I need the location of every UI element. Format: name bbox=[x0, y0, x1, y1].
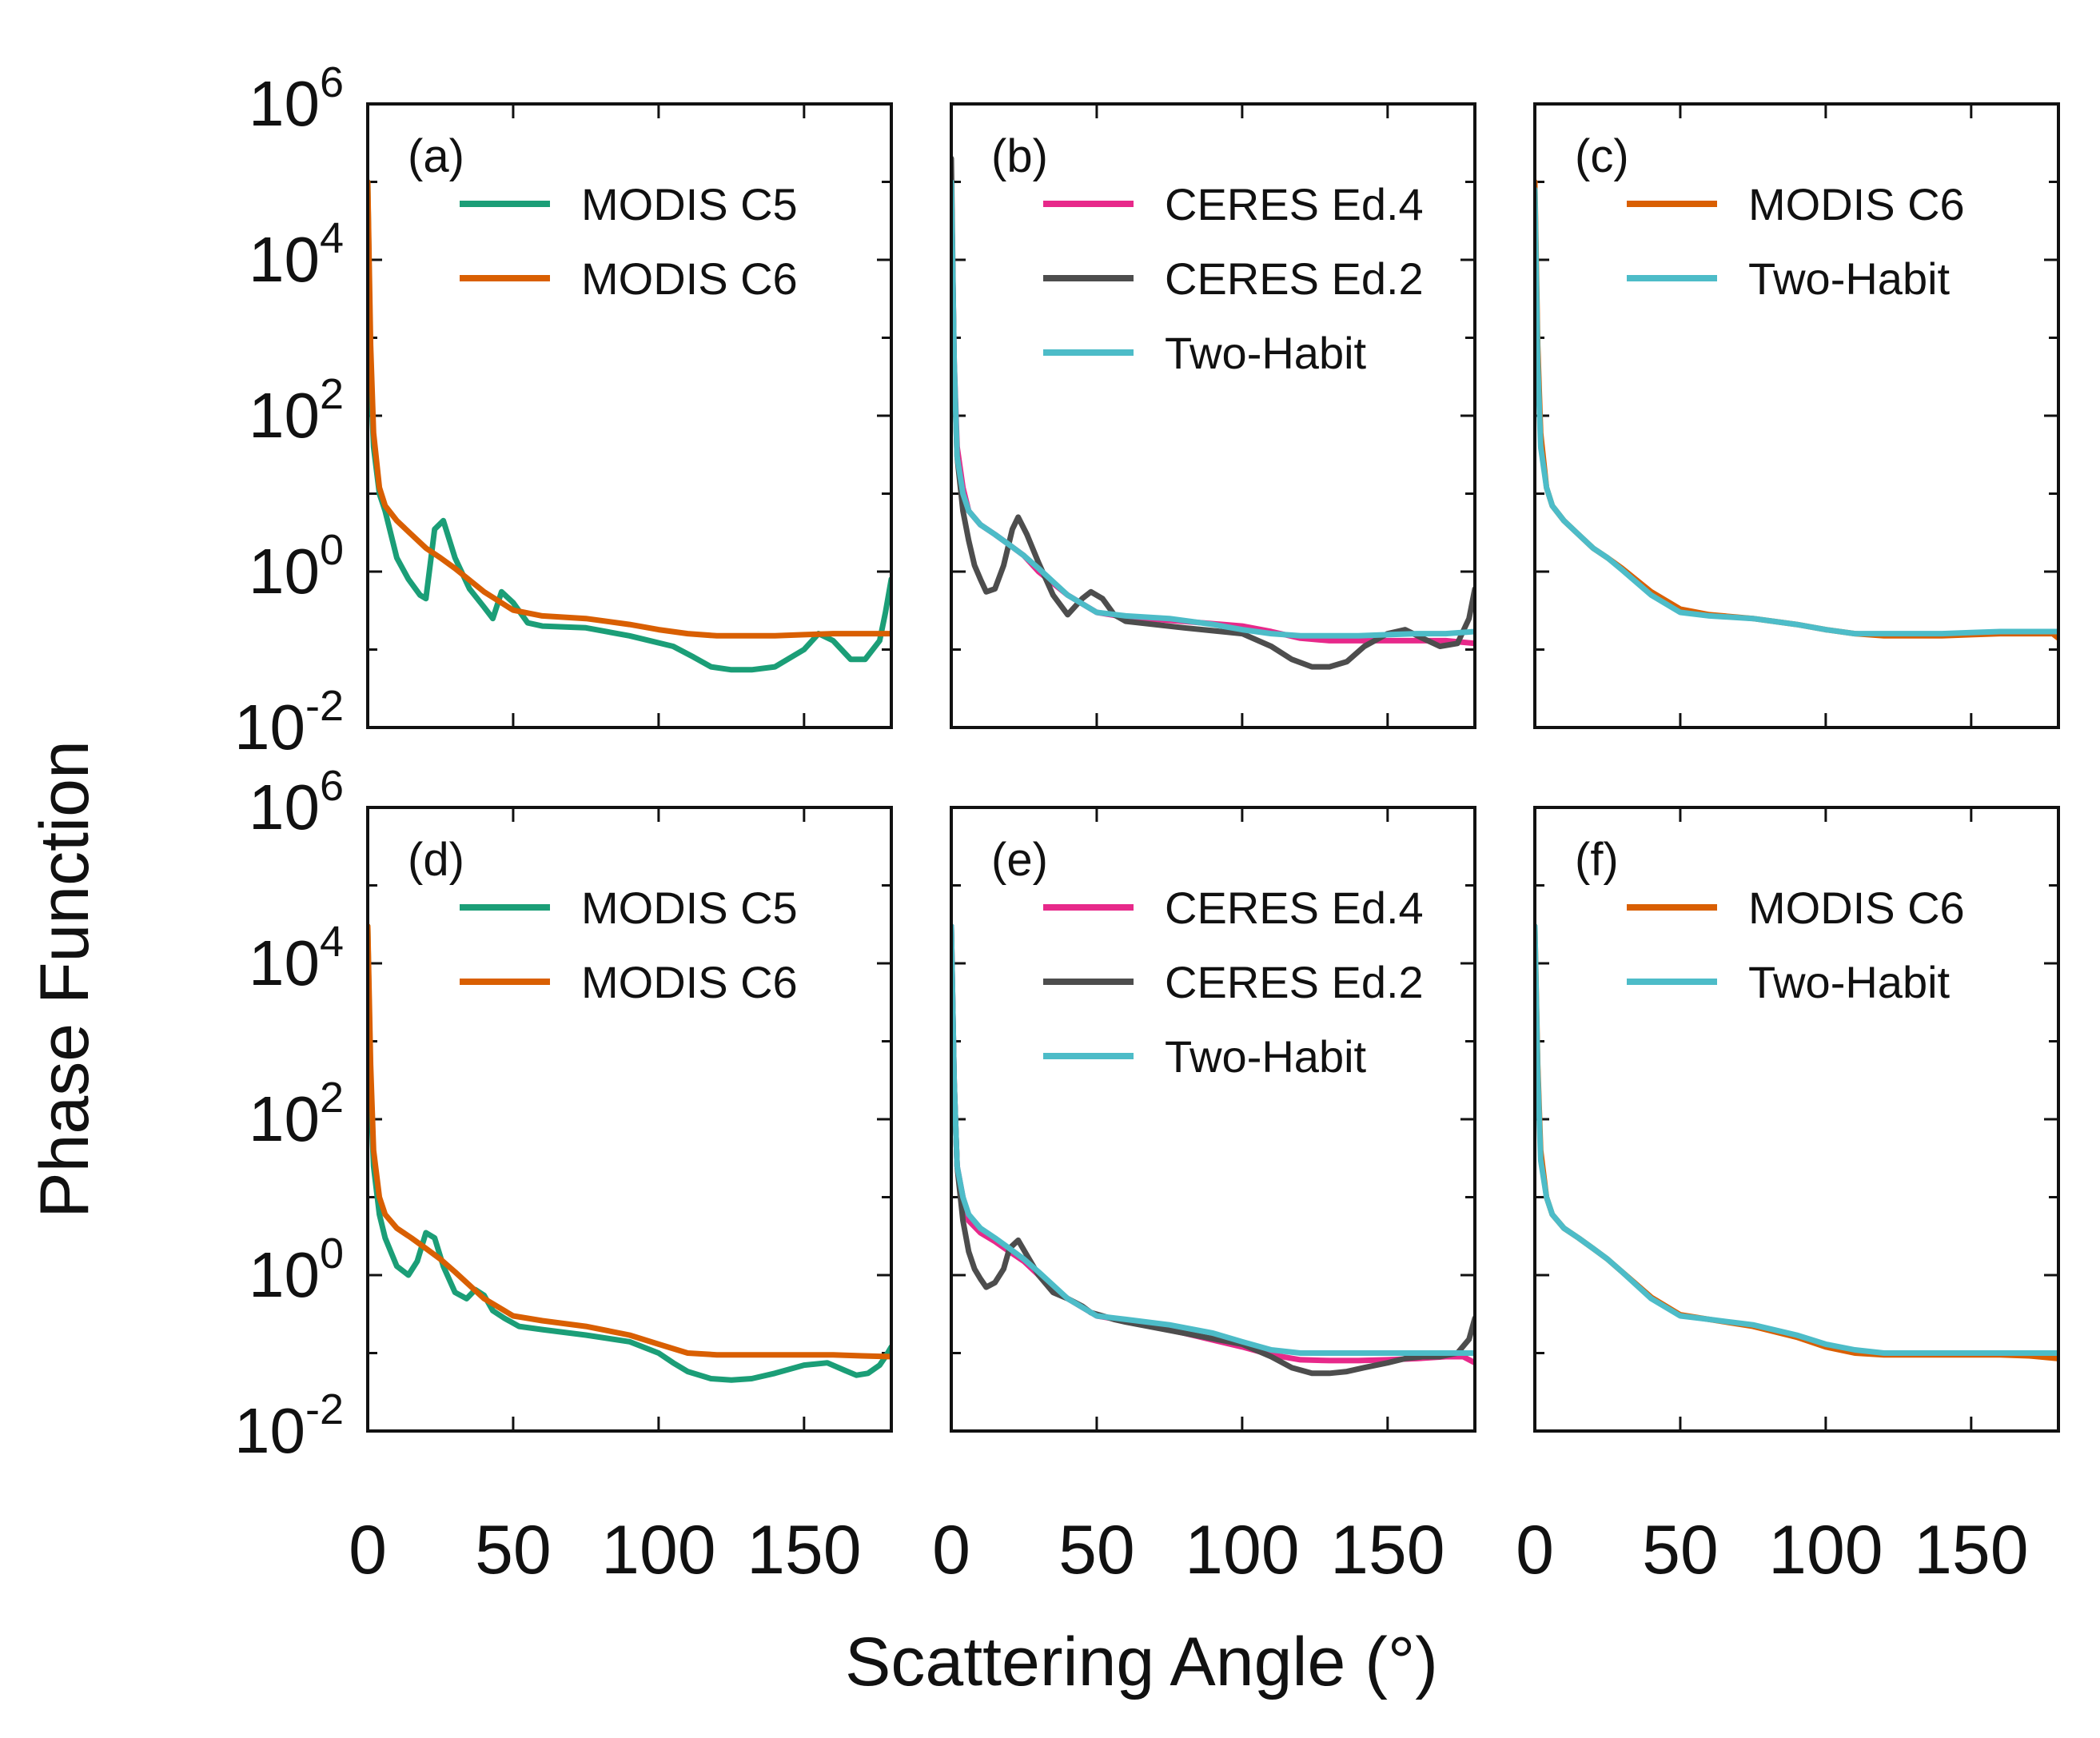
legend-entry: MODIS C6 bbox=[581, 253, 798, 304]
y-tick-label: 106 bbox=[249, 58, 344, 139]
series-line-ceres-ed-2 bbox=[951, 155, 1475, 670]
panel-label: (e) bbox=[991, 834, 1048, 886]
x-tick-label: 150 bbox=[747, 1512, 862, 1589]
panel-label: (d) bbox=[408, 834, 464, 886]
x-tick-label: 0 bbox=[349, 1512, 387, 1589]
plot-frame bbox=[366, 102, 893, 729]
x-tick-labels: 0 50 100 150 0 50 100 150 0 50 100 150 bbox=[349, 1512, 2029, 1589]
series-line-ceres-ed-4 bbox=[951, 179, 1475, 647]
series-line-modis-c6 bbox=[368, 179, 891, 639]
x-tick-label: 150 bbox=[1914, 1512, 2029, 1589]
y-tick-label: 102 bbox=[249, 370, 344, 451]
legend-entry: Two-Habit bbox=[1748, 253, 1951, 304]
panel-label: (a) bbox=[408, 130, 464, 182]
legend-entry: CERES Ed.4 bbox=[1165, 883, 1424, 933]
x-tick-label: 0 bbox=[932, 1512, 970, 1589]
series-line-two-habit bbox=[951, 923, 1475, 1356]
y-tick-label: 100 bbox=[249, 526, 344, 607]
y-tick-label: 106 bbox=[249, 762, 344, 843]
panel-e: (e) CERES Ed.4 CERES Ed.2 Two-Habit bbox=[950, 806, 1476, 1433]
plot-frame bbox=[950, 102, 1476, 729]
panel-label: (f) bbox=[1575, 834, 1619, 886]
panel-a: (a) MODIS C5 MODIS C6 bbox=[366, 102, 893, 729]
series-line-two-habit bbox=[1535, 186, 2058, 637]
legend: CERES Ed.4 CERES Ed.2 Two-Habit bbox=[1043, 179, 1424, 378]
x-tick-label: 0 bbox=[1516, 1512, 1554, 1589]
legend: MODIS C6 Two-Habit bbox=[1627, 883, 1965, 1007]
x-tick-label: 100 bbox=[1768, 1512, 1883, 1589]
plot-frame bbox=[950, 806, 1476, 1433]
legend-entry: MODIS C6 bbox=[1748, 883, 1965, 933]
series-line-two-habit bbox=[1535, 923, 2058, 1356]
x-tick-label: 100 bbox=[601, 1512, 716, 1589]
legend: MODIS C5 MODIS C6 bbox=[460, 883, 798, 1007]
panel-b: (b) CERES Ed.4 CERES Ed.2 Two-Habit bbox=[950, 102, 1476, 729]
legend-entry: CERES Ed.2 bbox=[1165, 957, 1424, 1007]
x-tick-label: 150 bbox=[1330, 1512, 1445, 1589]
x-tick-label: 50 bbox=[1058, 1512, 1135, 1589]
plot-frame bbox=[1533, 806, 2060, 1433]
panel-label: (c) bbox=[1575, 130, 1629, 182]
series-line-modis-c5 bbox=[368, 923, 891, 1383]
legend-entry: MODIS C5 bbox=[581, 883, 798, 933]
legend: MODIS C6 Two-Habit bbox=[1627, 179, 1965, 304]
y-tick-label: 10-2 bbox=[234, 1385, 344, 1466]
y-tick-label: 102 bbox=[249, 1074, 344, 1154]
x-tick-label: 50 bbox=[475, 1512, 552, 1589]
legend: CERES Ed.4 CERES Ed.2 Two-Habit bbox=[1043, 883, 1424, 1082]
legend-entry: MODIS C5 bbox=[581, 179, 798, 229]
legend-entry: Two-Habit bbox=[1165, 1031, 1367, 1082]
panel-label: (b) bbox=[991, 130, 1048, 182]
y-tick-label: 10-2 bbox=[234, 682, 344, 763]
panel-d: (d) MODIS C5 MODIS C6 bbox=[366, 806, 893, 1433]
x-tick-label: 100 bbox=[1185, 1512, 1300, 1589]
y-tick-label: 104 bbox=[249, 918, 344, 999]
legend-entry: MODIS C6 bbox=[1748, 179, 1965, 229]
legend-entry: CERES Ed.4 bbox=[1165, 179, 1424, 229]
legend-entry: Two-Habit bbox=[1165, 328, 1367, 378]
series-line-modis-c6 bbox=[368, 923, 891, 1360]
legend-entry: CERES Ed.2 bbox=[1165, 253, 1424, 304]
series-line-two-habit bbox=[951, 179, 1475, 639]
y-tick-label: 100 bbox=[249, 1230, 344, 1310]
panel-c: (c) MODIS C6 Two-Habit bbox=[1533, 102, 2060, 729]
legend: MODIS C5 MODIS C6 bbox=[460, 179, 798, 304]
plot-frame bbox=[1533, 102, 2060, 729]
series-line-modis-c6 bbox=[1535, 179, 2058, 641]
plot-frame bbox=[366, 806, 893, 1433]
legend-entry: Two-Habit bbox=[1748, 957, 1951, 1007]
legend-entry: MODIS C6 bbox=[581, 957, 798, 1007]
y-axis-label: Phase Function bbox=[26, 740, 103, 1218]
x-tick-label: 50 bbox=[1642, 1512, 1719, 1589]
panel-f: (f) MODIS C6 Two-Habit bbox=[1533, 806, 2060, 1433]
x-axis-label: Scattering Angle (°) bbox=[845, 1624, 1438, 1700]
y-tick-label: 104 bbox=[249, 214, 344, 295]
